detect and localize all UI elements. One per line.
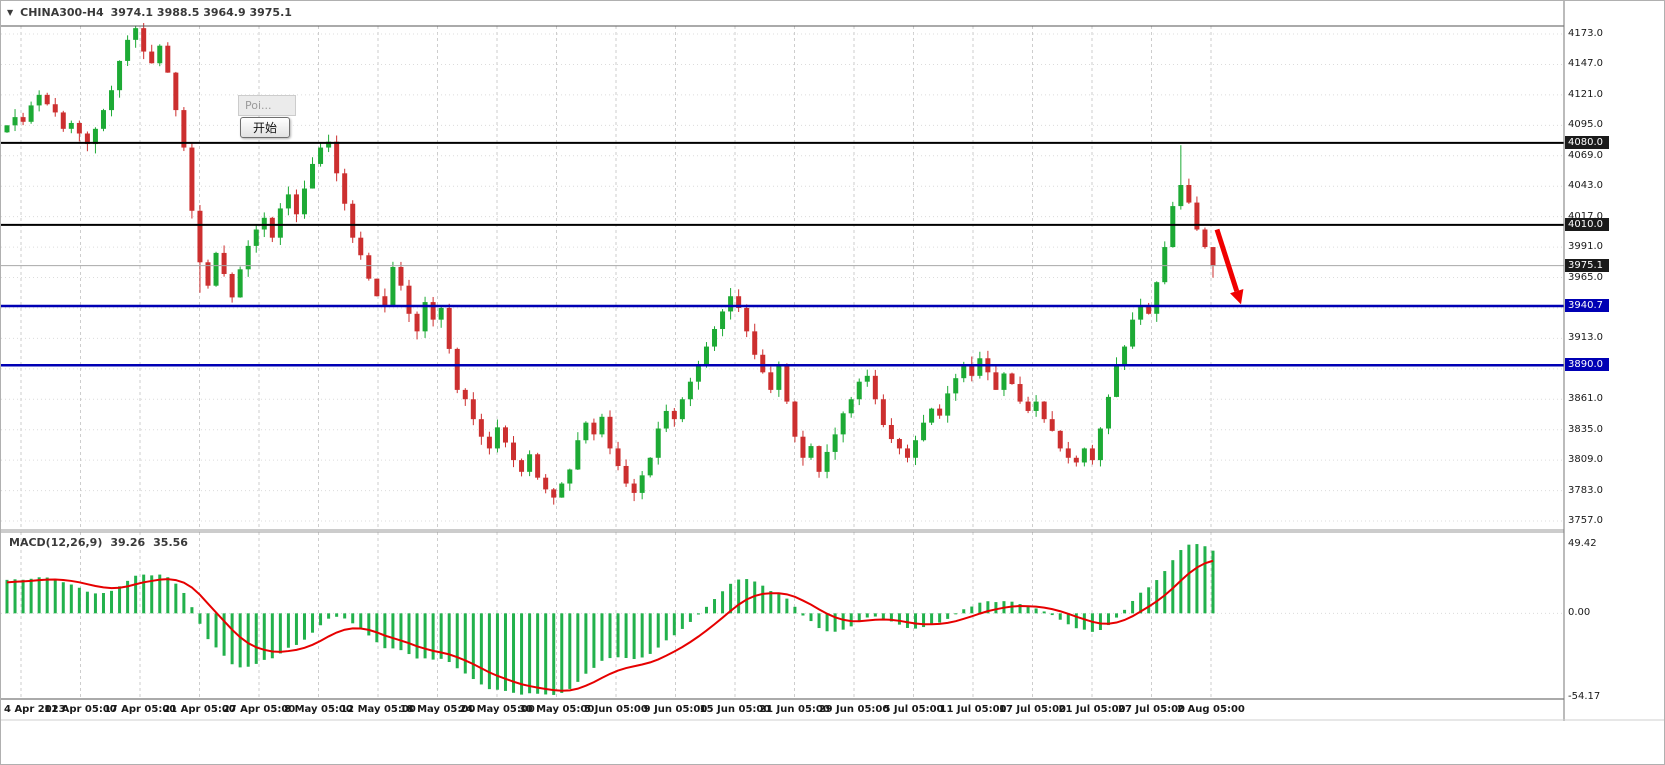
red-arrow-annotation[interactable] bbox=[1214, 228, 1244, 305]
popup-title: Poi... bbox=[238, 95, 296, 116]
macd-histogram bbox=[5, 544, 1215, 695]
macd-signal-value: 35.56 bbox=[153, 536, 188, 549]
symbol-collapse-icon[interactable]: ▼ bbox=[7, 8, 14, 17]
chart-header: ▼ CHINA300-H4 3974.1 3988.5 3964.9 3975.… bbox=[7, 6, 292, 19]
candlesticks bbox=[4, 23, 1216, 505]
ohlc-values: 3974.1 3988.5 3964.9 3975.1 bbox=[110, 6, 292, 19]
macd-indicator-label: MACD(12,26,9) 39.26 35.56 bbox=[9, 536, 188, 549]
macd-signal-line bbox=[6, 559, 1214, 692]
macd-main-value: 39.26 bbox=[110, 536, 146, 549]
macd-name: MACD(12,26,9) bbox=[9, 536, 103, 549]
start-button[interactable]: 开始 bbox=[240, 117, 290, 138]
horizontal-lines[interactable] bbox=[1, 141, 1564, 367]
script-popup[interactable]: Poi... 开始 bbox=[238, 95, 296, 138]
symbol-label: CHINA300-H4 bbox=[20, 6, 104, 19]
gridlines bbox=[1, 26, 1564, 699]
